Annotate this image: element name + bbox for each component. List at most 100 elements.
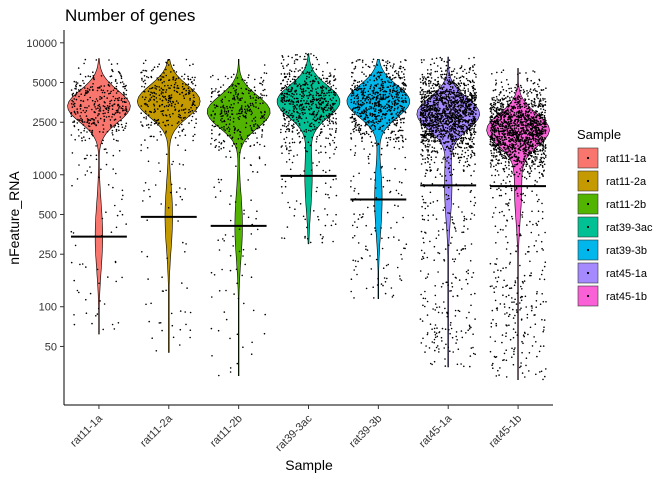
data-point [99,98,101,100]
data-point [380,283,383,285]
data-point [286,147,288,149]
data-point [377,122,379,125]
data-point [115,280,117,283]
data-point [220,143,222,145]
data-point [495,286,497,288]
data-point [357,97,359,100]
data-point [71,106,74,108]
data-point [73,110,76,113]
data-point [434,349,436,352]
data-point [332,240,334,243]
data-point [105,211,107,213]
data-point [161,76,163,78]
data-point [354,111,356,113]
data-point [473,130,476,133]
data-point [288,75,291,78]
data-point [436,169,439,172]
data-point [159,98,161,100]
data-point [150,87,153,90]
data-point [328,75,331,78]
data-point [244,105,247,108]
data-point [317,98,320,100]
data-point [145,116,148,118]
data-point [310,94,312,96]
data-point [334,79,336,81]
data-point [263,94,265,97]
data-point [429,124,432,127]
data-point [355,60,358,62]
data-point [454,139,457,141]
data-point [398,239,400,241]
data-point [493,99,495,101]
data-point [113,126,116,128]
data-point [440,336,443,339]
data-point [300,84,302,87]
data-point [424,207,427,210]
data-point [369,87,371,90]
data-point [449,332,451,335]
data-point [357,242,360,244]
data-point [423,126,426,129]
data-point [329,119,331,121]
data-point [445,120,448,123]
data-point [390,287,393,289]
data-point [460,94,463,97]
data-point [420,108,423,111]
data-point [491,174,493,177]
data-point [375,99,378,101]
data-point [455,335,458,338]
data-point [173,83,176,86]
data-point [284,185,287,188]
data-point [192,82,194,85]
data-point [294,81,296,84]
data-point [468,99,471,102]
data-point [308,91,311,94]
data-point [381,88,384,91]
data-point [460,134,463,137]
data-point [447,212,449,214]
data-point [542,97,544,100]
data-point [150,91,152,94]
data-point [470,347,473,349]
data-point [161,104,163,106]
data-point [361,111,363,114]
points-rat45-1a [419,56,477,368]
data-point [433,338,436,341]
data-point [317,101,320,104]
data-point [280,62,283,65]
data-point [464,89,467,92]
data-point [462,231,465,233]
data-point [434,309,437,311]
data-point [286,96,289,98]
data-point [95,154,98,157]
data-point [373,171,376,174]
data-point [251,120,253,122]
data-point [213,120,215,123]
data-point [107,83,110,86]
data-point [368,66,371,68]
data-point [442,111,444,113]
data-point [177,102,179,104]
data-point [305,128,308,131]
data-point [379,98,381,101]
data-point [84,92,87,95]
data-point [304,237,306,239]
data-point [176,84,179,87]
data-point [354,107,357,109]
data-point [325,137,327,139]
data-point [193,100,196,103]
data-point [353,68,356,70]
data-point [542,330,544,333]
data-point [123,93,125,95]
data-point [287,100,290,102]
data-point [240,112,243,114]
data-point [432,82,435,85]
data-point [358,85,361,88]
data-point [437,76,439,79]
data-point [426,276,429,278]
data-point [444,90,447,92]
data-point [99,110,102,112]
data-point [235,143,238,145]
data-point [510,187,513,190]
data-point [427,161,429,163]
